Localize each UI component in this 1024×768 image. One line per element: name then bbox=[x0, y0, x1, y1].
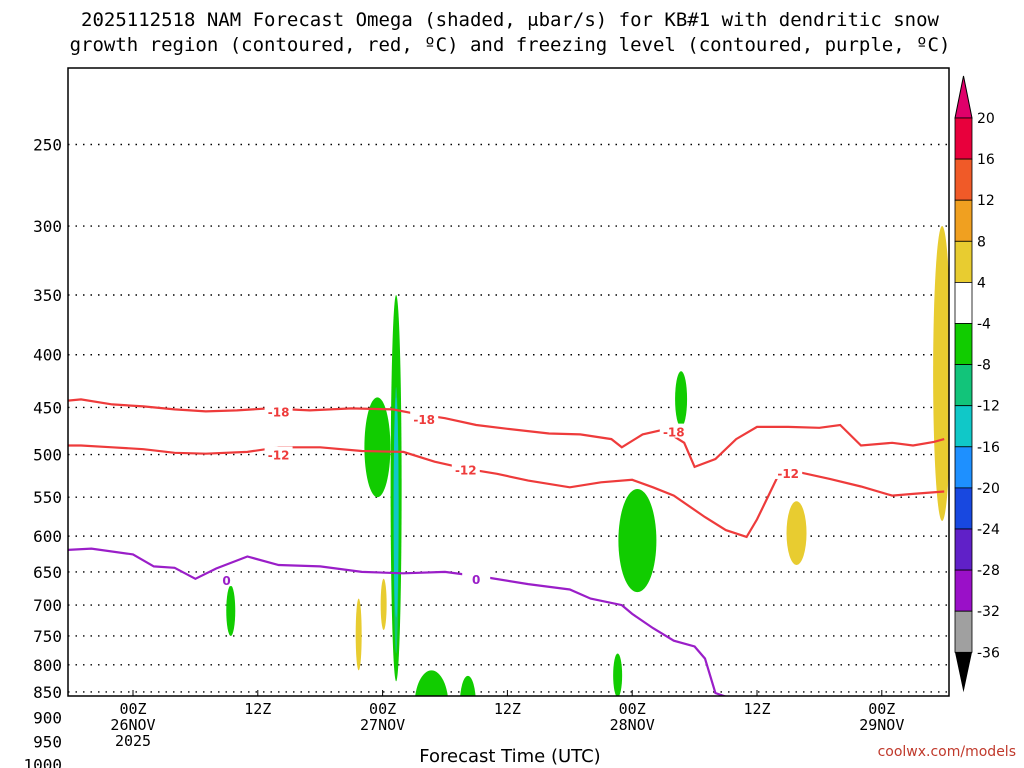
colorbar-tick-5: -4 bbox=[977, 317, 991, 333]
plot-clipped-layer: -18 -18 -18 -12 -12 -12 0 0 bbox=[68, 143, 949, 737]
colorbar-bin-9 bbox=[954, 487, 973, 530]
plot-area: -18 -18 -18 -12 -12 -12 0 0 250 300 350 400 450 500 55… bbox=[23, 67, 950, 768]
colorbar-bin-5 bbox=[954, 323, 973, 365]
colorbar-bin-0 bbox=[954, 117, 973, 160]
contour-label-0-0: 0 bbox=[222, 574, 230, 588]
colorbar-tick-7: -12 bbox=[977, 399, 1000, 415]
omega-region-4to8-3 bbox=[933, 226, 949, 521]
contour-label--18-0: -18 bbox=[268, 405, 290, 419]
x-tick-label-60-0: 12Z bbox=[743, 700, 770, 718]
colorbar-bin-11 bbox=[954, 569, 973, 612]
colorbar: 20 16 12 8 4 -4 -8 -12 -16 -20 -24 -28 -32 -36 bbox=[954, 75, 1000, 693]
colorbar-tick-13: -36 bbox=[977, 645, 1000, 661]
contour-label--18-1: -18 bbox=[413, 413, 435, 427]
contour-label--12-1: -12 bbox=[455, 464, 477, 478]
x-tick-label-48-0: 00Z bbox=[619, 700, 646, 718]
y-tick-label-550: 550 bbox=[33, 488, 62, 507]
omega-region-4to8-1 bbox=[380, 578, 387, 630]
x-tick-label-12-0: 12Z bbox=[244, 700, 271, 718]
colorbar-tick-8: -16 bbox=[977, 440, 1000, 456]
colorbar-bin-6 bbox=[954, 364, 973, 407]
x-tick-label-72-1: 29NOV bbox=[859, 716, 904, 734]
y-tick-label-850: 850 bbox=[33, 683, 62, 702]
colorbar-tick-9: -20 bbox=[977, 481, 1000, 497]
colorbar-tick-1: 16 bbox=[977, 152, 995, 168]
y-tick-label-250: 250 bbox=[33, 136, 62, 155]
contour-label--12-2: -12 bbox=[777, 467, 799, 481]
omega-region-4to8-0 bbox=[355, 598, 362, 671]
y-tick-label-600: 600 bbox=[33, 527, 62, 546]
colorbar-bin-1 bbox=[954, 158, 973, 201]
y-tick-label-350: 350 bbox=[33, 286, 62, 305]
y-tick-label-900: 900 bbox=[33, 708, 62, 727]
colorbar-bin-4 bbox=[954, 281, 973, 324]
x-axis-label: Forecast Time (UTC) bbox=[419, 746, 600, 767]
y-tick-label-500: 500 bbox=[33, 446, 62, 465]
contour-line--12 bbox=[68, 444, 945, 539]
omega-region--12to-16-0 bbox=[393, 397, 399, 618]
omega-region--4to-8-6 bbox=[226, 585, 236, 636]
x-tick-label-0-0: 00Z bbox=[119, 700, 146, 718]
contour-label-bg--12-0 bbox=[264, 446, 293, 461]
x-tick-label-0-1: 26NOV bbox=[110, 716, 155, 734]
colorbar-bin-8 bbox=[954, 446, 973, 489]
colorbar-bin-3 bbox=[954, 240, 973, 283]
x-tick-label-36-0: 12Z bbox=[494, 700, 521, 718]
x-tick-label-24-1: 27NOV bbox=[360, 716, 405, 734]
omega-region--4to-8-5 bbox=[675, 371, 688, 427]
chart-title-line-1: 2025112518 NAM Forecast Omega (shaded, μ… bbox=[81, 9, 939, 31]
y-tick-label-300: 300 bbox=[33, 217, 62, 236]
colorbar-tick-10: -24 bbox=[977, 522, 1000, 538]
contour-line--18 bbox=[68, 398, 945, 469]
colorbar-tick-3: 8 bbox=[977, 234, 986, 250]
omega-region-4to8-2 bbox=[786, 501, 807, 565]
contour-label-bg--18-2 bbox=[659, 423, 688, 438]
plot-frame bbox=[67, 67, 950, 697]
omega-region--4to-8-4 bbox=[618, 488, 657, 593]
colorbar-tick-0: 20 bbox=[977, 111, 995, 127]
colorbar-bin-10 bbox=[954, 528, 973, 571]
colorbar-tick-2: 12 bbox=[977, 193, 995, 209]
y-tick-label-950: 950 bbox=[33, 733, 62, 752]
colorbar-top-arrow bbox=[954, 75, 973, 119]
colorbar-bin-2 bbox=[954, 199, 973, 242]
chart-title-line-2: growth region (contoured, red, ºC) and f… bbox=[70, 34, 951, 56]
colorbar-bottom-arrow bbox=[955, 652, 972, 693]
contour-label-0-1: 0 bbox=[472, 573, 480, 587]
y-tick-label-750: 750 bbox=[33, 627, 62, 646]
contour-label-bg--12-1 bbox=[451, 461, 480, 476]
y-tick-label-650: 650 bbox=[33, 563, 62, 582]
y-tick-label-700: 700 bbox=[33, 596, 62, 615]
colorbar-tick-11: -28 bbox=[977, 563, 1000, 579]
contour-label--18-2: -18 bbox=[663, 426, 685, 440]
omega-region--4to-8-2 bbox=[415, 670, 448, 696]
y-tick-label-400: 400 bbox=[33, 346, 62, 365]
y-tick-label-450: 450 bbox=[33, 398, 62, 417]
colorbar-tick-4: 4 bbox=[977, 275, 986, 291]
x-tick-label-48-1: 28NOV bbox=[610, 716, 655, 734]
omega-region--4to-8-7 bbox=[613, 653, 623, 696]
x-tick-label-0-2: 2025 bbox=[115, 732, 151, 750]
contour-line-0 bbox=[68, 547, 728, 696]
x-tick-label-24-0: 00Z bbox=[369, 700, 396, 718]
contour-label-bg-0-0 bbox=[212, 572, 241, 587]
omega-region--4to-8-0 bbox=[364, 397, 391, 498]
x-tick-label-72-0: 00Z bbox=[868, 700, 895, 718]
contour-label-bg--18-0 bbox=[264, 403, 293, 418]
credit-text: coolwx.com/models bbox=[878, 744, 1016, 760]
contour-label-bg--12-2 bbox=[774, 464, 803, 479]
y-tick-label-1000: 1000 bbox=[23, 756, 62, 768]
contour-label-bg--18-1 bbox=[410, 411, 439, 426]
y-tick-label-800: 800 bbox=[33, 656, 62, 675]
colorbar-tick-12: -32 bbox=[977, 604, 1000, 620]
contour-label--12-0: -12 bbox=[268, 449, 290, 463]
colorbar-bin-12 bbox=[954, 610, 973, 653]
omega-region--4to-8-3 bbox=[460, 675, 476, 696]
contour-label-bg-0-1 bbox=[462, 570, 491, 585]
colorbar-tick-6: -8 bbox=[977, 358, 991, 374]
colorbar-bin-7 bbox=[954, 405, 973, 448]
omega-region--8to-12-1 bbox=[424, 697, 439, 737]
